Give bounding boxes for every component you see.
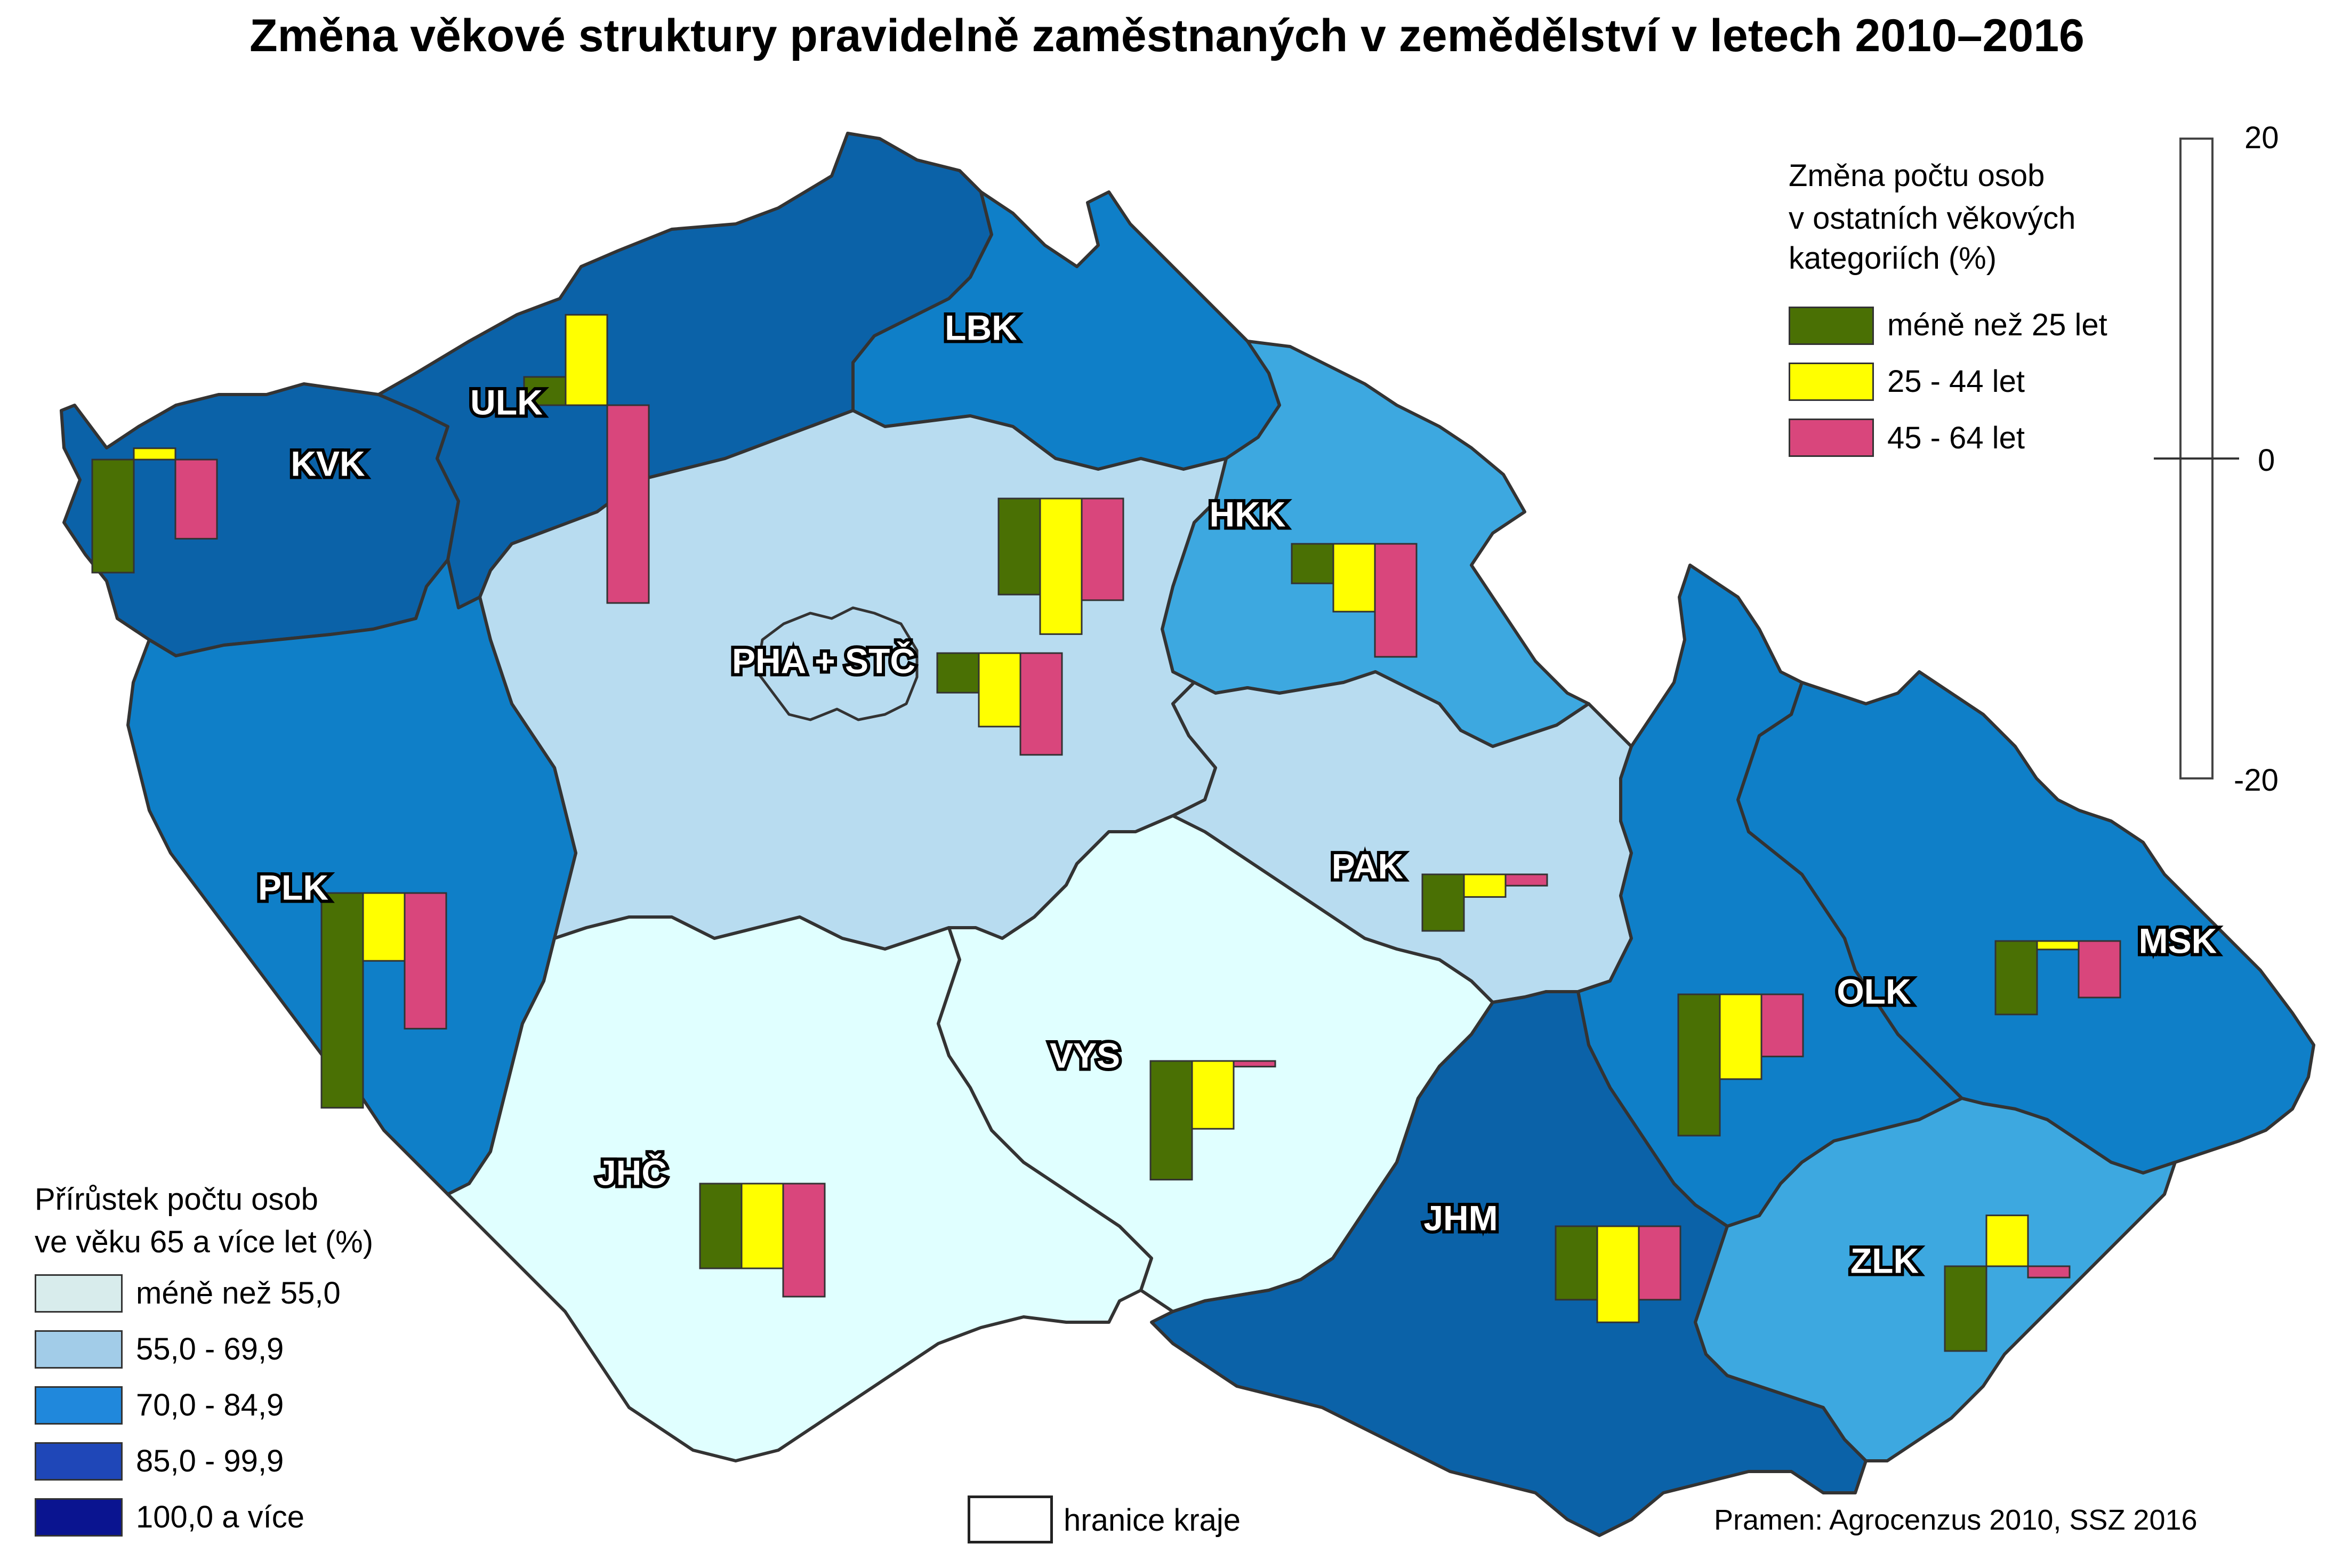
bar-under-25-pha_stc (936, 652, 980, 694)
region-label-jhm: JHM (1423, 1198, 1498, 1237)
choropleth-label-3: 70,0 - 84,9 (136, 1388, 284, 1422)
bar-under-25-msk (1994, 940, 2038, 1016)
labels-layer: KVK ULK LBK HKK PHA + STČ PLK PAK VYS JHČ OLK MSK J… (255, 304, 2220, 1283)
bar-under-25-ulk (523, 376, 567, 406)
region-label-hkk: HKK (1210, 494, 1286, 534)
scale-label-middle: 0 (2258, 443, 2275, 478)
bar-25-44-ulk (565, 313, 608, 406)
bar-under-25-pak (1421, 873, 1465, 932)
region-label-lbk: LBK (945, 308, 1017, 347)
choropleth-label-2: 55,0 - 69,9 (136, 1332, 284, 1366)
bar-45-64-jhm (1638, 1225, 1681, 1301)
region-praha-outline (755, 606, 919, 721)
bars-layer (91, 313, 2121, 1352)
bar-25-44-vys (1191, 1060, 1235, 1130)
map-title: Změna věkové struktury pravidelně zaměst… (250, 10, 2084, 61)
bar-under-25-lbk (997, 497, 1041, 596)
choropleth-legend-title-2: ve věku 65 a více let (%) (35, 1225, 374, 1259)
region-label-pak: PAK (1332, 846, 1404, 886)
region-label-pha_stc: PHA + STČ (732, 641, 915, 680)
region-label-zlk: ZLK (1850, 1241, 1919, 1280)
bar-25-44-jhm (1596, 1225, 1640, 1323)
bar-25-44-lbk (1039, 497, 1083, 635)
scale-bar (2154, 138, 2239, 779)
choropleth-swatch-2 (35, 1330, 123, 1369)
bar-25-44-plk (362, 892, 406, 962)
bar-legend-title-3: kategoriích (%) (1789, 241, 1997, 276)
bar-25-44-olk (1719, 993, 1762, 1080)
choropleth-legend-title-1: Přírůstek počtu osob (35, 1182, 318, 1217)
bar-under-25-jhm (1555, 1225, 1598, 1301)
choropleth-swatch-3 (35, 1386, 123, 1425)
region-label-olk: OLK (1837, 971, 1911, 1011)
bar-under-25-kvk (91, 459, 135, 574)
bar-45-64-msk (2078, 940, 2121, 999)
choropleth-label-4: 85,0 - 99,9 (136, 1444, 284, 1478)
bar-45-64-pha_stc (1019, 652, 1063, 756)
region-JHM (1150, 990, 1868, 1537)
bar-legend-swatch-45-64 (1789, 419, 1874, 457)
scale-label-bottom: -20 (2234, 763, 2279, 798)
bar-25-44-msk (2036, 940, 2080, 951)
bar-45-64-kvk (174, 459, 218, 540)
region-label-ulk: ULK (470, 382, 543, 422)
bar-legend-label-u25: méně než 25 let (1887, 308, 2107, 342)
choropleth-swatch-4 (35, 1442, 123, 1481)
scale-label-top: 20 (2244, 120, 2279, 155)
bar-45-64-plk (404, 892, 447, 1030)
bar-25-44-hkk (1332, 543, 1376, 613)
bar-legend-label-45-64: 45 - 64 let (1887, 421, 2025, 455)
bar-45-64-jhc (782, 1183, 826, 1298)
region-MSK (1736, 670, 2315, 1175)
choropleth-swatch-1 (35, 1274, 123, 1313)
bar-25-44-pak (1463, 873, 1507, 898)
bar-under-25-plk (320, 892, 364, 1109)
choropleth-label-5: 100,0 a více (136, 1500, 304, 1534)
choropleth-swatch-5 (35, 1498, 123, 1537)
bar-25-44-kvk (133, 447, 176, 461)
bar-legend-title-2: v ostatních věkových (1789, 201, 2076, 236)
bar-45-64-pak (1504, 873, 1548, 887)
bar-legend-label-25-44: 25 - 44 let (1887, 364, 2025, 399)
border-legend-label: hranice kraje (1064, 1503, 1241, 1538)
bar-45-64-vys (1233, 1060, 1276, 1068)
bar-legend-swatch-u25 (1789, 307, 1874, 345)
choropleth-label-1: méně než 55,0 (136, 1276, 341, 1310)
bar-25-44-jhc (741, 1183, 784, 1269)
source-note: Pramen: Agrocenzus 2010, SSZ 2016 (1714, 1504, 2198, 1536)
bar-legend-title-1: Změna počtu osob (1789, 158, 2045, 193)
bar-45-64-hkk (1374, 543, 1418, 658)
region-label-plk: PLK (258, 867, 328, 907)
bar-under-25-hkk (1291, 543, 1334, 584)
region-label-msk: MSK (2139, 921, 2217, 960)
bar-45-64-ulk (606, 404, 650, 604)
region-label-kvk: KVK (291, 444, 365, 483)
bar-45-64-lbk (1081, 497, 1124, 601)
bar-legend-swatch-25-44 (1789, 363, 1874, 401)
bar-under-25-olk (1677, 993, 1721, 1137)
region-label-jhc: JHČ (597, 1153, 667, 1192)
bar-under-25-zlk (1944, 1265, 1987, 1352)
region-label-vys: VYS (1050, 1035, 1120, 1075)
bar-under-25-vys (1149, 1060, 1193, 1181)
bar-25-44-zlk (1985, 1215, 2029, 1267)
region-ZLK (1694, 1097, 2177, 1462)
bar-45-64-olk (1760, 993, 1804, 1058)
bar-45-64-zlk (2027, 1265, 2071, 1278)
bar-under-25-jhc (699, 1183, 743, 1269)
border-legend-swatch (968, 1495, 1053, 1543)
bar-25-44-pha_stc (978, 652, 1021, 728)
